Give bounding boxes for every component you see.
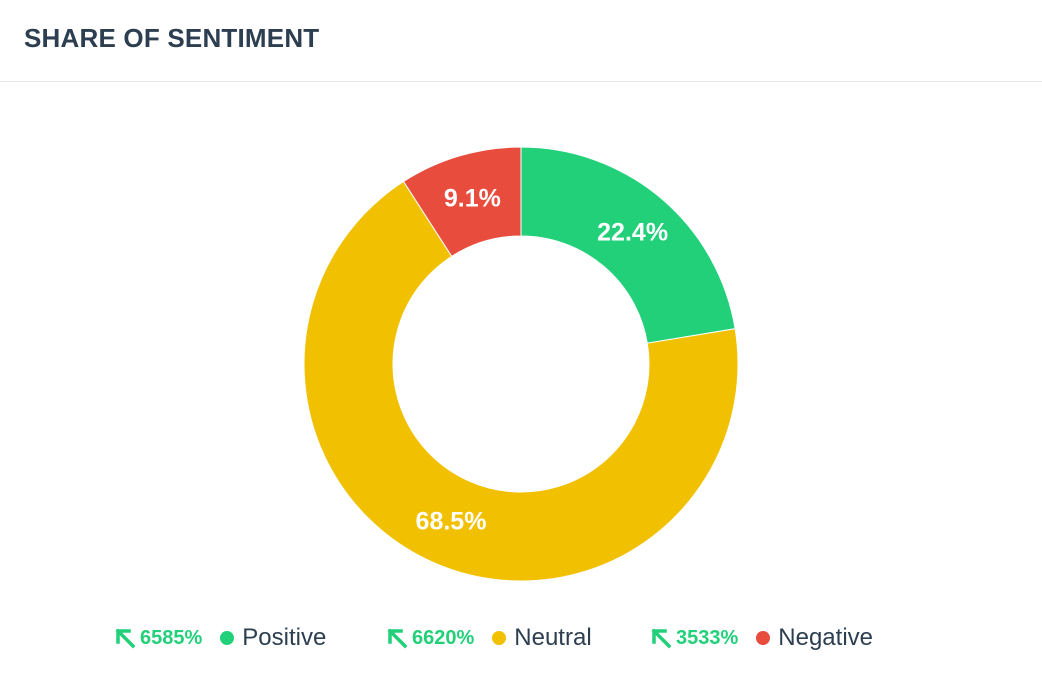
trend-indicator: 3533% (650, 627, 738, 650)
arrow-up-left-icon (115, 628, 136, 649)
legend-item-positive[interactable]: 6585% Positive (114, 620, 326, 656)
chart-legend: 6585% Positive 6620% Neutral 3533% (0, 620, 1042, 656)
card-header: SHARE OF SENTIMENT (0, 0, 1042, 82)
donut-chart-svg: 22.4% 68.5% 9.1% (303, 146, 739, 582)
slice-negative[interactable] (402, 146, 522, 258)
slice-label-neutral: 68.5% (416, 508, 487, 536)
legend-label: Neutral (514, 624, 592, 651)
donut-chart: 22.4% 68.5% 9.1% (0, 83, 1042, 603)
arrow-up-left-icon (651, 628, 672, 649)
slice-label-positive: 22.4% (597, 218, 668, 246)
legend-item-negative[interactable]: 3533% Negative (650, 620, 873, 656)
slice-neutral[interactable] (303, 180, 739, 582)
trend-value: 6620% (412, 626, 475, 649)
trend-indicator: 6585% (114, 627, 202, 650)
legend-dot (756, 631, 771, 645)
legend-item-neutral[interactable]: 6620% Neutral (386, 620, 592, 656)
card-title: SHARE OF SENTIMENT (24, 23, 320, 53)
trend-indicator: 6620% (386, 627, 474, 650)
arrow-up-left-icon (387, 628, 408, 649)
slice-positive[interactable] (520, 146, 736, 344)
trend-value: 6585% (140, 626, 203, 649)
legend-label: Negative (778, 624, 874, 651)
legend-label: Positive (242, 624, 327, 651)
legend-dot (492, 631, 507, 645)
legend-dot (220, 631, 235, 645)
slice-label-negative: 9.1% (444, 185, 501, 213)
trend-value: 3533% (676, 626, 739, 649)
